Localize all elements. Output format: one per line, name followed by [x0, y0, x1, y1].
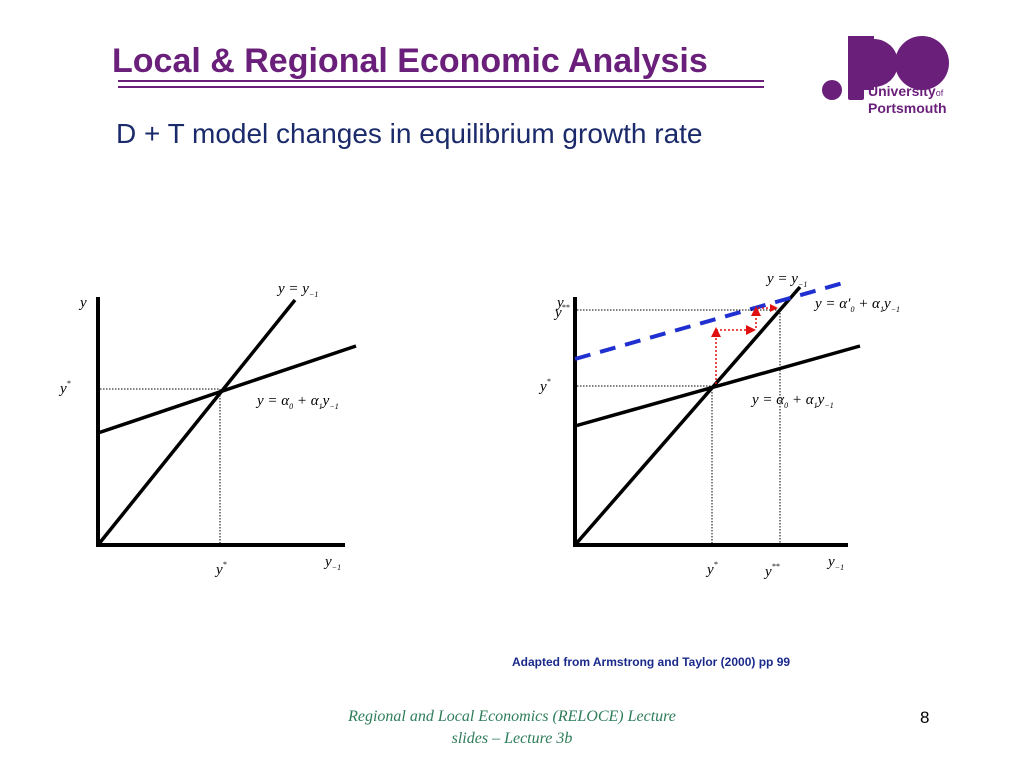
university-logo-icon — [822, 36, 949, 100]
right-xstar2-label: y** — [763, 562, 780, 580]
right-growth-line — [574, 344, 861, 428]
left-45-degree-line — [96, 298, 297, 547]
left-growth-line-label: y = α0 + α1y−1 — [255, 393, 339, 411]
title-underline-bottom — [118, 86, 764, 88]
left-diagram: y y* y* y−1 y = y−1 y = α0 + α1y−1 — [58, 281, 357, 578]
title-underline-top — [118, 80, 764, 82]
right-45-degree-line — [573, 285, 802, 547]
left-xstar-label: y* — [214, 560, 227, 578]
right-y-axis-label: y — [555, 295, 564, 311]
right-x-axis-label: y−1 — [826, 554, 844, 572]
university-logo-text: Universityof Portsmouth — [868, 84, 947, 116]
right-ystar2-label: y** — [553, 303, 570, 321]
left-y-axis-label: y — [78, 295, 87, 311]
right-45-line-label: y = y−1 — [765, 271, 807, 289]
left-ystar-label: y* — [58, 379, 71, 397]
footer-line2: slides – Lecture 3b — [451, 730, 573, 747]
slide-subtitle: D + T model changes in equilibrium growt… — [116, 118, 703, 149]
right-growth-line-label: y = α0 + α1y−1 — [750, 392, 834, 410]
logo-line2: Portsmouth — [868, 100, 947, 116]
logo-of: of — [935, 88, 944, 98]
left-growth-line — [97, 344, 357, 435]
footer: Regional and Local Economics (RELOCE) Le… — [300, 706, 724, 750]
right-diagram: y y** y* y* y** y−1 y = y−1 y = α′0 + α1… — [538, 271, 900, 580]
footer-line1: Regional and Local Economics (RELOCE) Le… — [348, 708, 676, 725]
slide-title: Local & Regional Economic Analysis — [112, 42, 708, 80]
logo-line1: University — [868, 83, 936, 99]
right-new-line-label: y = α′0 + α1y−1 — [813, 296, 900, 314]
right-new-growth-line — [574, 279, 851, 361]
left-x-axis-label: y−1 — [323, 554, 341, 572]
right-xstar-label: y* — [705, 560, 718, 578]
right-ystar-label: y* — [538, 377, 551, 395]
adjustment-arrowheads — [711, 304, 778, 337]
source-note: Adapted from Armstrong and Taylor (2000)… — [512, 655, 791, 669]
left-45-line-label: y = y−1 — [276, 281, 318, 299]
page-number: 8 — [920, 708, 930, 727]
